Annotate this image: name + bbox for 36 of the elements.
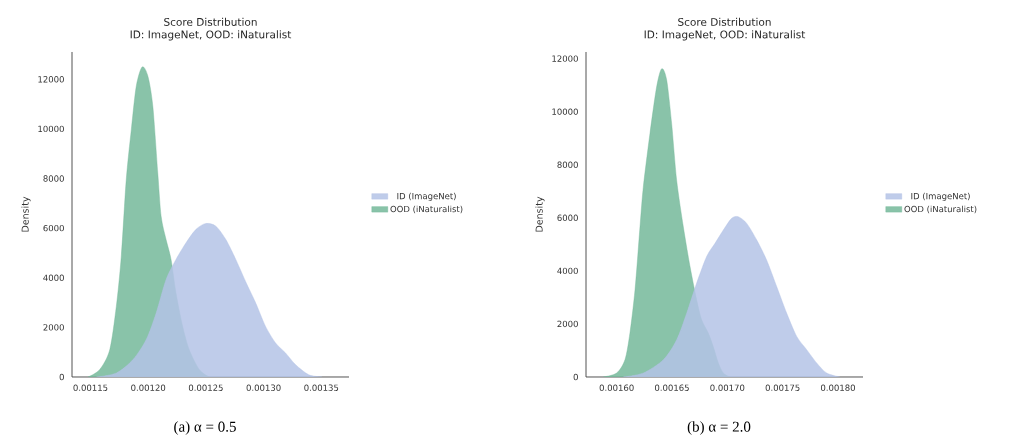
y-tick-label: 4000 [557, 267, 578, 275]
x-tick-label: 0.00165 [654, 384, 689, 391]
y-tick-label: 8000 [557, 161, 578, 168]
y-axis-title: Density [535, 196, 545, 232]
y-tick-label: 12000 [38, 76, 64, 83]
x-tick-label: 0.00160 [599, 384, 634, 391]
y-tick-label: 2000 [557, 320, 578, 328]
x-tick-label: 0.00135 [304, 384, 339, 391]
text: (b) α = 2.0 [687, 421, 751, 435]
y-tick-label: 8000 [43, 175, 64, 182]
y-tick-label: 0 [573, 373, 578, 381]
chart-subtitle: ID: ImageNet, OOD: iNaturalist [130, 30, 292, 41]
y-tick-label: 2000 [43, 324, 64, 331]
legend-label: ID (ImageNet) [911, 192, 970, 201]
y-tick-label: 4000 [43, 274, 64, 281]
legend-label: ID (ImageNet) [397, 192, 456, 201]
x-tick-label: 0.00170 [710, 384, 745, 391]
y-tick-label: 12000 [552, 55, 578, 62]
legend-label: OOD (iNaturalist) [904, 205, 977, 214]
x-tick-label: 0.00125 [188, 384, 223, 391]
x-tick-label: 0.00180 [820, 384, 855, 391]
x-tick-label: 0.00175 [765, 384, 800, 391]
chart-title: Score Distribution [678, 17, 771, 26]
x-tick-label: 0.00130 [246, 384, 281, 391]
chart-subtitle: ID: ImageNet, OOD: iNaturalist [644, 30, 806, 41]
y-tick-label: 0 [59, 373, 64, 381]
x-tick-label: 0.00120 [131, 384, 166, 391]
x-tick-label: 0.00115 [73, 384, 108, 391]
y-tick-label: 10000 [38, 125, 64, 133]
y-tick-label: 6000 [557, 214, 578, 222]
legend-label: OOD (iNaturalist) [390, 205, 463, 214]
y-tick-label: 6000 [43, 224, 64, 232]
y-tick-label: 10000 [552, 108, 578, 115]
text: (a) α = 0.5 [174, 421, 236, 435]
y-axis-title: Density [21, 196, 31, 232]
chart-title: Score Distribution [164, 17, 257, 26]
